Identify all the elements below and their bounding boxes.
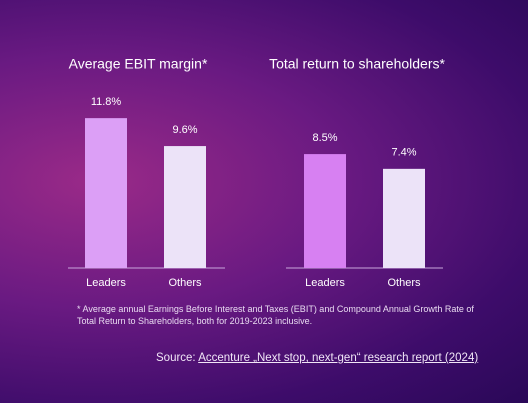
- bar: [304, 154, 346, 268]
- chart-title: Average EBIT margin*: [69, 56, 208, 72]
- category-label: Leaders: [305, 277, 345, 289]
- bar: [85, 118, 127, 268]
- footnote: * Average annual Earnings Before Interes…: [77, 304, 474, 326]
- category-label: Leaders: [86, 277, 126, 289]
- value-label: 8.5%: [312, 132, 337, 144]
- category-label: Others: [387, 277, 421, 289]
- value-label: 9.6%: [172, 124, 197, 136]
- chart-title: Total return to shareholders*: [269, 56, 445, 72]
- source-prefix: Source:: [156, 352, 196, 364]
- source: Source: Accenture „Next stop, next-gen“ …: [156, 352, 478, 364]
- bar: [383, 168, 425, 268]
- source-link[interactable]: Accenture „Next stop, next-gen“ research…: [198, 352, 479, 364]
- value-label: 11.8%: [91, 96, 122, 108]
- value-label: 7.4%: [391, 147, 416, 159]
- category-label: Others: [168, 277, 202, 289]
- bar: [164, 146, 206, 268]
